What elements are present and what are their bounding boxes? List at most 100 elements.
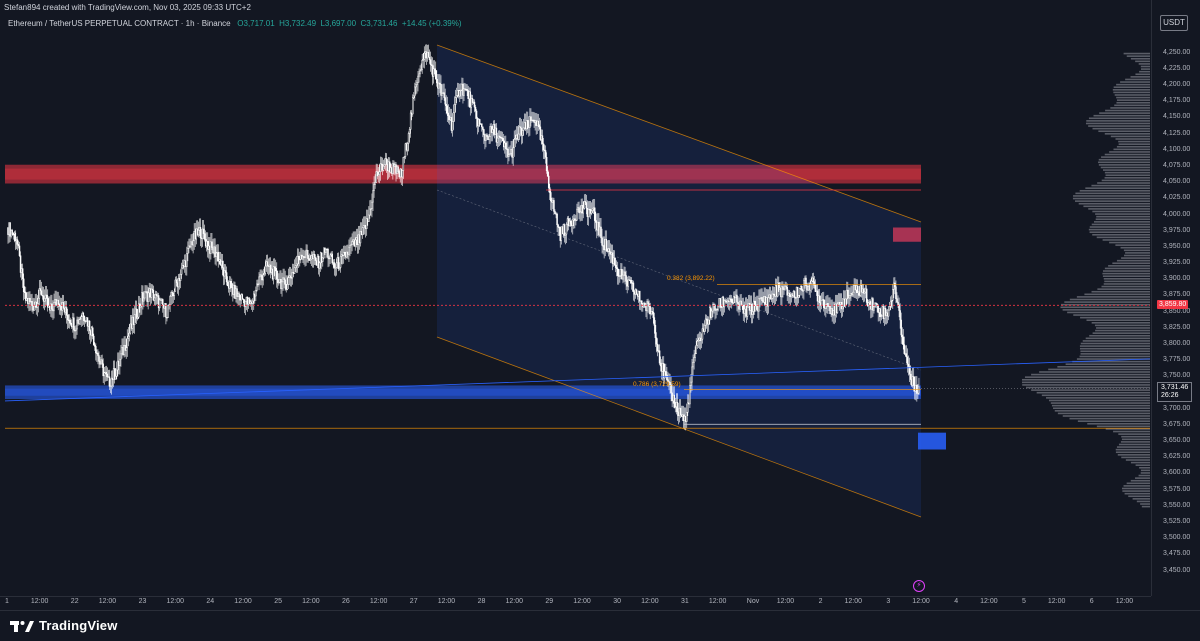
replay-icon[interactable]: ⚡ <box>913 580 925 592</box>
candle-down <box>241 294 244 300</box>
volume-profile-row <box>1062 309 1150 311</box>
candle-down <box>614 264 617 268</box>
candle-down <box>705 318 708 321</box>
candle-up <box>451 121 454 131</box>
time-axis[interactable]: 1 12:00 22 12:00 23 12:00 24 12:00 25 12:00 26 12:0… <box>0 596 1151 611</box>
candle-up <box>781 286 783 298</box>
candle-down <box>750 303 753 315</box>
candle-down <box>486 134 488 137</box>
candle-up <box>415 84 417 88</box>
price-tick-label: 3,450.00 <box>1163 566 1191 574</box>
price-axis[interactable]: 4,250.00 4,225.00 4,200.00 4,175.00 4,150.00… <box>1151 0 1200 596</box>
candle-up <box>103 372 105 377</box>
volume-profile-row <box>1109 241 1150 244</box>
candle-up <box>704 318 707 326</box>
candle-up <box>79 318 81 320</box>
candle-down <box>667 379 669 382</box>
symbol-title[interactable]: Ethereum / TetherUS PERPETUAL CONTRACT ·… <box>8 19 231 28</box>
candle-down <box>796 286 799 298</box>
candle-up <box>304 256 306 259</box>
candle-up <box>351 241 353 245</box>
candle-down <box>202 228 205 234</box>
volume-profile-row <box>1036 391 1150 394</box>
candle-down <box>113 368 116 380</box>
candle-up <box>262 274 264 281</box>
time-tick-label: 4 <box>954 598 959 605</box>
volume-profile-row <box>1091 184 1150 187</box>
candle-down <box>785 285 787 288</box>
candle-down <box>632 282 635 292</box>
candle-up <box>349 245 351 248</box>
volume-profile-row <box>1092 210 1150 213</box>
candle-up <box>368 214 370 222</box>
candle-up <box>432 68 435 77</box>
candle-down <box>306 249 308 256</box>
candle-up <box>263 273 265 276</box>
candle-up <box>627 279 629 287</box>
currency-button[interactable]: USDT <box>1160 15 1188 31</box>
candle-up <box>382 165 385 171</box>
candle-down <box>73 317 75 331</box>
volume-profile-row <box>1140 469 1150 472</box>
volume-profile-row <box>1132 498 1150 500</box>
volume-profile-row <box>1116 99 1150 101</box>
candle-countdown: 26:26 <box>1161 392 1179 400</box>
candle-up <box>485 134 487 141</box>
ohlc-open: O3,717.01 <box>237 19 275 28</box>
candle-up <box>452 112 455 122</box>
channel-layer <box>436 44 922 518</box>
candle-down <box>327 248 329 259</box>
candle-up <box>690 381 692 386</box>
candle-down <box>68 319 71 324</box>
candle-down <box>621 269 623 280</box>
volume-profile-row <box>1115 448 1150 451</box>
time-tick-label: 12:00 <box>912 598 930 605</box>
candle-down <box>813 281 816 286</box>
candle-up <box>116 369 118 377</box>
candle-up <box>167 305 169 318</box>
current-price-badge: 3,731.46 26:26 <box>1157 382 1193 403</box>
tradingview-logo[interactable]: TradingView <box>10 618 118 633</box>
volume-profile-row <box>1065 363 1150 366</box>
candle-down <box>737 301 739 305</box>
candle-up <box>576 208 578 221</box>
candle-up <box>459 90 461 97</box>
candle-down <box>314 257 317 261</box>
candle-up <box>575 219 577 222</box>
candle-down <box>805 277 807 287</box>
candle-up <box>373 184 375 191</box>
candle-down <box>83 316 86 322</box>
candle-down <box>847 289 849 296</box>
volume-profile-row <box>1098 161 1150 164</box>
candle-down <box>530 116 532 121</box>
candle-up <box>295 263 298 266</box>
candle-up <box>687 402 689 413</box>
volume-profile-row <box>1101 179 1150 182</box>
candle-down <box>207 241 209 250</box>
candle-down <box>600 226 602 239</box>
time-tick-label: 1 <box>5 598 9 605</box>
candle-down <box>901 334 903 338</box>
candle-down <box>473 101 476 108</box>
volume-profile-row <box>1099 112 1150 114</box>
volume-profile-row <box>1089 231 1150 233</box>
candle-down <box>625 275 627 282</box>
volume-profile-row <box>1086 120 1150 122</box>
price-tick-label: 4,200.00 <box>1163 81 1191 89</box>
candle-down <box>333 262 336 268</box>
candle-up <box>334 267 337 269</box>
candle-up <box>419 70 421 75</box>
time-tick-label: 12:00 <box>437 598 456 605</box>
volume-profile-row <box>1061 303 1150 306</box>
candle-down <box>142 292 144 302</box>
candle-up <box>244 300 247 307</box>
candle-down <box>537 120 540 125</box>
candle-down <box>557 224 559 228</box>
candle-up <box>809 283 811 291</box>
candle-down <box>574 218 576 221</box>
candle-down <box>224 270 227 273</box>
candle-up <box>771 293 774 299</box>
candle-down <box>221 260 224 268</box>
